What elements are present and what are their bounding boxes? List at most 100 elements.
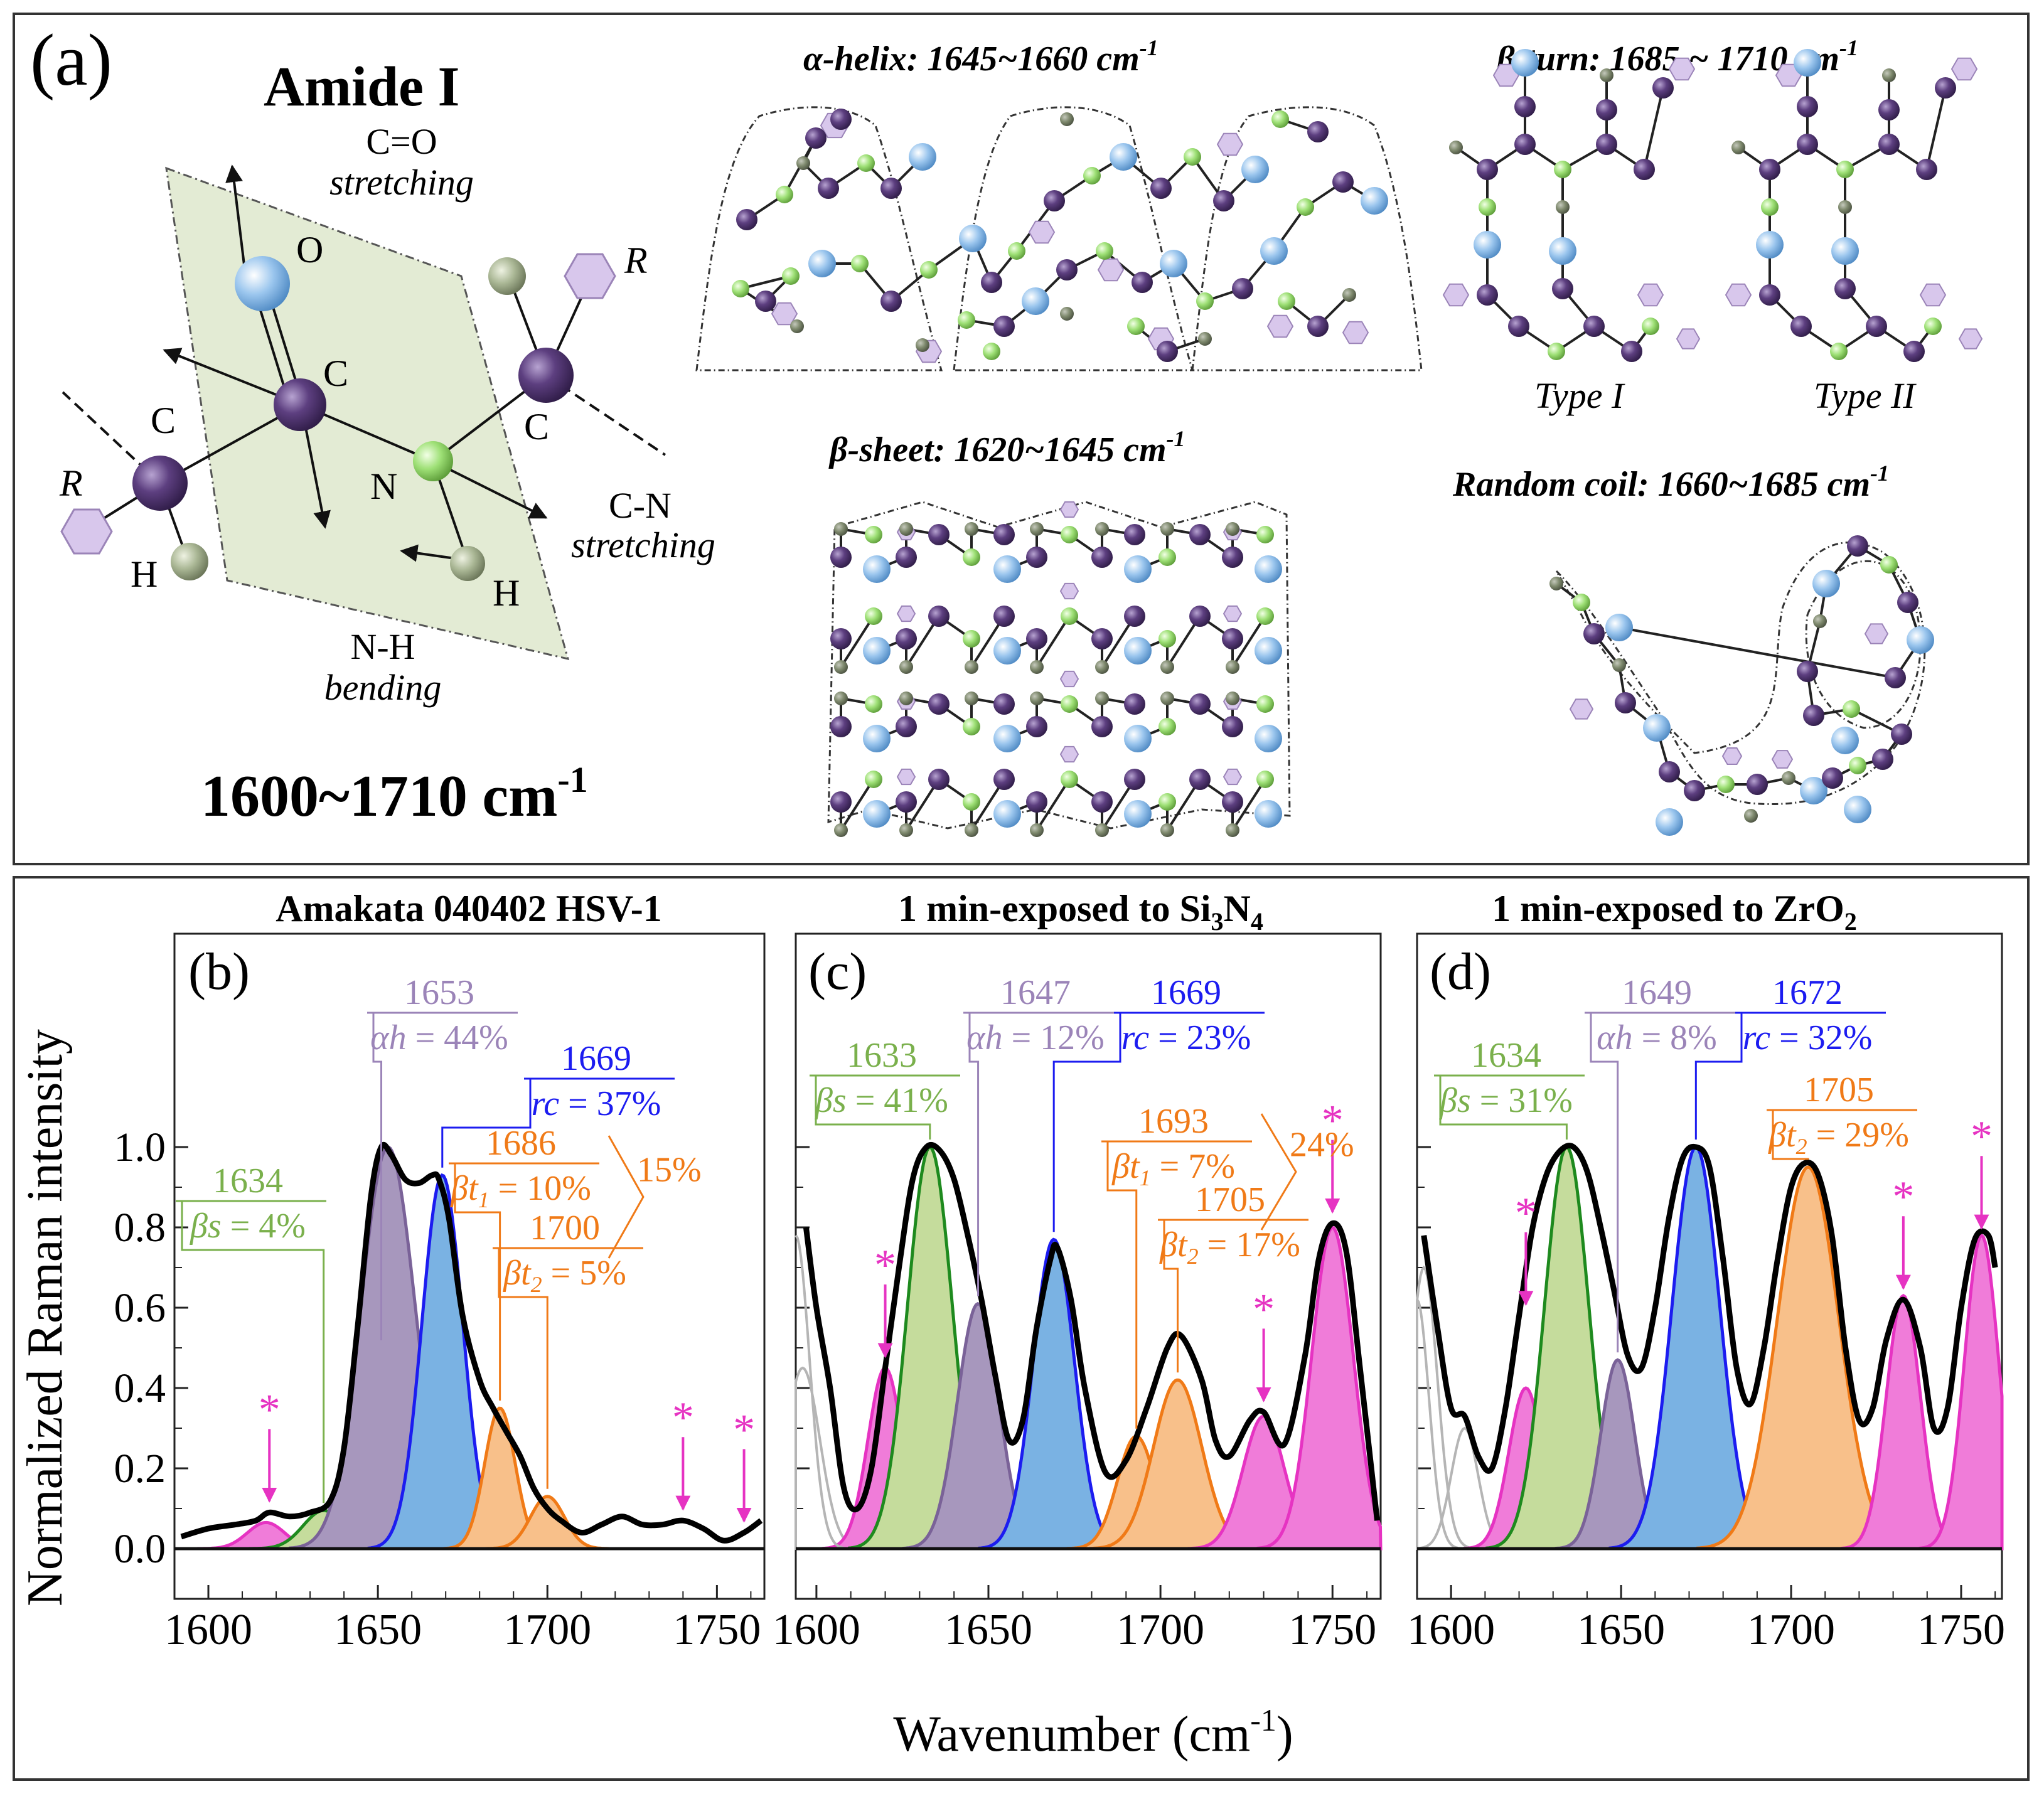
annotation-fraction: βt2 = 5% — [503, 1254, 626, 1297]
turn-atom — [1831, 237, 1859, 265]
annotation-fraction: βs = 41% — [815, 1081, 948, 1120]
turn-atom — [1511, 49, 1539, 77]
cn-stretch-label-2: stretching — [571, 525, 715, 565]
annotation-fraction: αh = 8% — [1597, 1018, 1717, 1057]
peak-gray — [1416, 1265, 1474, 1550]
helix-atom — [1184, 148, 1201, 166]
helix-atom — [857, 154, 875, 172]
marker-asterisk: * — [672, 1394, 694, 1442]
chart-b: (b) 1600 1650 1700 1750 0.0 0.2 0.4 0.6 0.8 1.0 * * *… — [114, 932, 766, 1654]
coil-atom — [1897, 592, 1918, 613]
oxygen-atom — [235, 256, 290, 311]
sheet-atom — [834, 660, 848, 674]
peak-beta-turn — [484, 1495, 610, 1551]
sheet-atom — [1160, 522, 1174, 536]
sheet-atom — [1255, 725, 1282, 752]
sheet-atom — [899, 660, 913, 674]
coil-atom — [1907, 626, 1934, 654]
turn-atom — [1790, 316, 1812, 337]
helix-atom — [782, 267, 800, 285]
turn-atom — [1554, 161, 1571, 178]
sheet-atom — [1026, 791, 1047, 813]
beta-turn-type1-illustration — [1442, 49, 1701, 362]
atom-label-n: N — [370, 466, 397, 507]
coil-atom — [1605, 614, 1633, 641]
sheet-atom — [1095, 522, 1109, 536]
helix-atom — [1241, 156, 1269, 183]
coil-atom — [1643, 714, 1671, 742]
turn-atom — [1797, 134, 1818, 155]
amide-title: Amide I — [264, 56, 460, 118]
sheet-atom — [863, 725, 891, 752]
helix-atom — [1157, 341, 1178, 362]
coil-r-group — [1569, 698, 1594, 720]
y-tick-label: 0.0 — [114, 1526, 166, 1572]
helix-atom — [993, 316, 1015, 337]
sheet-bond — [840, 778, 875, 831]
turn-atom — [1514, 96, 1536, 117]
coil-atom — [1573, 594, 1590, 611]
beta-sheet-title: β-sheet: 1620~1645 cm-1 — [828, 426, 1185, 469]
annotation-leader — [181, 1201, 325, 1503]
coil-atom — [1800, 777, 1827, 804]
helix-r-group — [1266, 314, 1294, 338]
svg-text:1 min-exposed to Si3N4: 1 min-exposed to Si3N4 — [898, 888, 1263, 936]
sheet-atom — [928, 606, 950, 627]
sheet-atom — [1158, 630, 1176, 648]
turn-atom — [1794, 49, 1821, 77]
chart-d: (d) 1600 1650 1700 1750 * * * 1634 βs = 31% 1649 αh… — [1407, 932, 2005, 1654]
hydrogen-atom-n — [450, 546, 485, 581]
helix-r-group — [1342, 321, 1369, 344]
helix-atom — [1056, 259, 1078, 280]
x-tick-label: 1600 — [1407, 1606, 1495, 1654]
sheet-atom — [1226, 660, 1239, 674]
panel-c-title: 1 min-exposed to Si3N4 — [898, 888, 1263, 936]
y-tick-label: 0.8 — [114, 1205, 166, 1251]
marker-asterisk: * — [1515, 1189, 1537, 1237]
x-tick-label: 1750 — [1917, 1606, 2005, 1654]
marker-asterisk: * — [1971, 1113, 1993, 1161]
helix-r-group — [1216, 132, 1244, 156]
turn-atom — [1878, 134, 1900, 155]
nh-bend-label-1: N-H — [350, 626, 415, 667]
annotation-fraction: rc = 32% — [1743, 1018, 1873, 1057]
coil-atom — [1844, 796, 1871, 823]
coil-atom — [1549, 577, 1563, 590]
annotation-fraction: βt2 = 29% — [1768, 1116, 1909, 1159]
helix-r-group — [1097, 258, 1125, 282]
coil-atom — [1885, 667, 1906, 688]
annotation-leader — [815, 1076, 931, 1140]
helix-atom — [880, 178, 902, 199]
y-tick-label: 0.4 — [114, 1365, 166, 1411]
coil-atom — [1843, 700, 1860, 718]
helix-atom — [851, 255, 869, 272]
turn-atom — [1477, 159, 1498, 180]
sheet-r-group — [1059, 670, 1079, 688]
sheet-atom — [1124, 637, 1152, 665]
annotation-leader — [1590, 1013, 1619, 1353]
sheet-atom — [1030, 823, 1044, 837]
helix-atom — [880, 291, 902, 312]
coil-r-group — [1721, 747, 1743, 765]
sheet-bond — [1035, 778, 1071, 831]
annotation-wavenumber: 1669 — [1151, 973, 1221, 1012]
helix-atom — [1196, 292, 1214, 310]
sheet-bond — [1035, 615, 1071, 668]
annotation-leader — [1106, 1141, 1138, 1429]
sheet-atom — [1124, 606, 1145, 627]
annotation-fraction: αh = 12% — [966, 1018, 1105, 1057]
helix-atom — [808, 250, 836, 277]
sheet-atom — [965, 660, 978, 674]
helix-atom — [805, 127, 827, 149]
sheet-atom — [1189, 693, 1211, 715]
turn-atom — [1514, 134, 1536, 155]
turn-r-group — [1919, 283, 1947, 307]
beta-turn-bracket — [1260, 1113, 1297, 1231]
co-stretch-label-2: stretching — [329, 162, 474, 203]
sheet-atom — [993, 769, 1015, 790]
sheet-atom — [1222, 628, 1243, 649]
annotation-fraction: rc = 23% — [1121, 1018, 1251, 1057]
turn-r-group — [1668, 57, 1696, 81]
sheet-atom — [993, 606, 1015, 627]
turn-r-group — [1950, 57, 1978, 81]
